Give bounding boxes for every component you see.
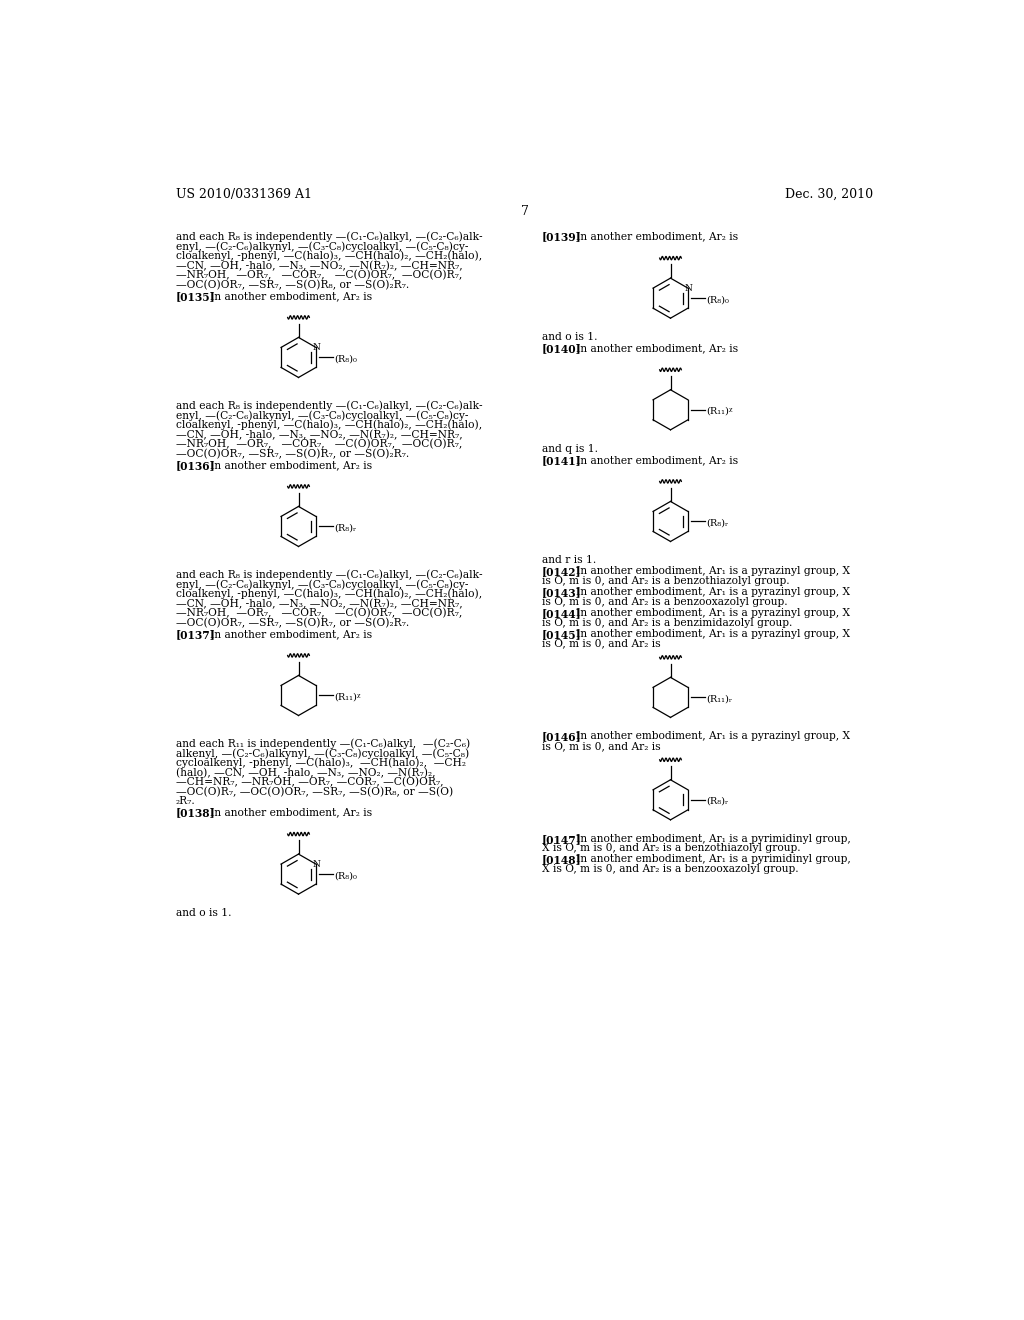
Text: In another embodiment, Ar₂ is: In another embodiment, Ar₂ is <box>210 290 373 301</box>
Text: and q is 1.: and q is 1. <box>542 444 598 454</box>
Text: and each R₈ is independently —(C₁-C₆)alkyl, —(C₂-C₆)alk-: and each R₈ is independently —(C₁-C₆)alk… <box>176 570 482 581</box>
Text: and each R₈ is independently —(C₁-C₆)alkyl, —(C₂-C₆)alk-: and each R₈ is independently —(C₁-C₆)alk… <box>176 400 482 411</box>
Text: In another embodiment, Ar₂ is: In another embodiment, Ar₂ is <box>210 808 373 817</box>
Text: In another embodiment, Ar₂ is: In another embodiment, Ar₂ is <box>575 455 738 465</box>
Text: —CH=NR₇, —NR₇OH, —OR₇, —COR₇, —C(O)OR₇,: —CH=NR₇, —NR₇OH, —OR₇, —COR₇, —C(O)OR₇, <box>176 777 443 788</box>
Text: [0140]: [0140] <box>542 343 582 354</box>
Text: 7: 7 <box>521 205 528 218</box>
Text: cloalkenyl, -phenyl, —C(halo)₃, —CH(halo)₂, —CH₂(halo),: cloalkenyl, -phenyl, —C(halo)₃, —CH(halo… <box>176 420 482 430</box>
Text: cycloalkenyl, -phenyl, —C(halo)₃,  —CH(halo)₂,  —CH₂: cycloalkenyl, -phenyl, —C(halo)₃, —CH(ha… <box>176 758 466 768</box>
Text: [0136]: [0136] <box>176 459 216 471</box>
Text: (R₈)ᵣ: (R₈)ᵣ <box>334 524 356 532</box>
Text: [0139]: [0139] <box>542 231 582 243</box>
Text: [0144]: [0144] <box>542 609 582 619</box>
Text: In another embodiment, Ar₁ is a pyrazinyl group, X: In another embodiment, Ar₁ is a pyraziny… <box>575 587 850 597</box>
Text: —NR₇OH,  —OR₇,   —COR₇,   —C(O)OR₇,  —OC(O)R₇,: —NR₇OH, —OR₇, —COR₇, —C(O)OR₇, —OC(O)R₇, <box>176 440 462 449</box>
Text: [0146]: [0146] <box>542 731 582 742</box>
Text: [0145]: [0145] <box>542 628 582 640</box>
Text: [0141]: [0141] <box>542 455 582 466</box>
Text: —OC(O)OR₇, —SR₇, —S(O)R₇, or —S(O)₂R₇.: —OC(O)OR₇, —SR₇, —S(O)R₇, or —S(O)₂R₇. <box>176 449 410 459</box>
Text: cloalkenyl, -phenyl, —C(halo)₃, —CH(halo)₂, —CH₂(halo),: cloalkenyl, -phenyl, —C(halo)₃, —CH(halo… <box>176 589 482 599</box>
Text: —NR₇OH,  —OR₇,   —COR₇,   —C(O)OR₇,  —OC(O)R₇,: —NR₇OH, —OR₇, —COR₇, —C(O)OR₇, —OC(O)R₇, <box>176 271 462 280</box>
Text: In another embodiment, Ar₂ is: In another embodiment, Ar₂ is <box>575 343 738 354</box>
Text: is O, m is 0, and Ar₂ is: is O, m is 0, and Ar₂ is <box>542 639 660 648</box>
Text: (R₁₁)ᵣ: (R₁₁)ᵣ <box>707 694 732 704</box>
Text: enyl, —(C₂-C₆)alkynyl, —(C₃-C₈)cycloalkyl, —(C₅-C₈)cy-: enyl, —(C₂-C₆)alkynyl, —(C₃-C₈)cycloalky… <box>176 579 469 590</box>
Text: alkenyl, —(C₂-C₆)alkynyl, —(C₃-C₈)cycloalkyl, —(C₅-C₈): alkenyl, —(C₂-C₆)alkynyl, —(C₃-C₈)cycloa… <box>176 748 469 759</box>
Text: [0137]: [0137] <box>176 628 216 640</box>
Text: N: N <box>684 284 692 293</box>
Text: —CN, —OH, -halo, —N₃, —NO₂, —N(R₇)₂, —CH=NR₇,: —CN, —OH, -halo, —N₃, —NO₂, —N(R₇)₂, —CH… <box>176 429 463 440</box>
Text: In another embodiment, Ar₁ is a pyrimidinyl group,: In another embodiment, Ar₁ is a pyrimidi… <box>575 834 851 843</box>
Text: is O, m is 0, and Ar₂ is a benzothiazolyl group.: is O, m is 0, and Ar₂ is a benzothiazoly… <box>542 576 790 586</box>
Text: and o is 1.: and o is 1. <box>176 908 231 917</box>
Text: In another embodiment, Ar₁ is a pyrazinyl group, X: In another embodiment, Ar₁ is a pyraziny… <box>575 628 850 639</box>
Text: (R₁₁)ᵡ: (R₁₁)ᵡ <box>334 693 360 701</box>
Text: is O, m is 0, and Ar₂ is: is O, m is 0, and Ar₂ is <box>542 741 660 751</box>
Text: —OC(O)OR₇, —SR₇, —S(O)R₈, or —S(O)₂R₇.: —OC(O)OR₇, —SR₇, —S(O)R₈, or —S(O)₂R₇. <box>176 280 410 290</box>
Text: [0147]: [0147] <box>542 834 582 845</box>
Text: [0142]: [0142] <box>542 566 582 578</box>
Text: X is O, m is 0, and Ar₂ is a benzothiazolyl group.: X is O, m is 0, and Ar₂ is a benzothiazo… <box>542 843 801 853</box>
Text: —OC(O)OR₇, —SR₇, —S(O)R₇, or —S(O)₂R₇.: —OC(O)OR₇, —SR₇, —S(O)R₇, or —S(O)₂R₇. <box>176 618 410 628</box>
Text: US 2010/0331369 A1: US 2010/0331369 A1 <box>176 187 312 201</box>
Text: (R₈)₀: (R₈)₀ <box>707 296 729 304</box>
Text: In another embodiment, Ar₁ is a pyrimidinyl group,: In another embodiment, Ar₁ is a pyrimidi… <box>575 854 851 865</box>
Text: In another embodiment, Ar₂ is: In another embodiment, Ar₂ is <box>210 628 373 639</box>
Text: [0135]: [0135] <box>176 290 216 302</box>
Text: In another embodiment, Ar₁ is a pyrazinyl group, X: In another embodiment, Ar₁ is a pyraziny… <box>575 731 850 742</box>
Text: (R₁₁)ᵡ: (R₁₁)ᵡ <box>707 407 733 416</box>
Text: cloalkenyl, -phenyl, —C(halo)₃, —CH(halo)₂, —CH₂(halo),: cloalkenyl, -phenyl, —C(halo)₃, —CH(halo… <box>176 251 482 261</box>
Text: and each R₁₁ is independently —(C₁-C₆)alkyl,  —(C₂-C₆): and each R₁₁ is independently —(C₁-C₆)al… <box>176 739 470 750</box>
Text: —CN, —OH, -halo, —N₃, —NO₂, —N(R₇)₂, —CH=NR₇,: —CN, —OH, -halo, —N₃, —NO₂, —N(R₇)₂, —CH… <box>176 260 463 271</box>
Text: In another embodiment, Ar₂ is: In another embodiment, Ar₂ is <box>210 459 373 470</box>
Text: In another embodiment, Ar₂ is: In another embodiment, Ar₂ is <box>575 231 738 242</box>
Text: —OC(O)R₇, —OC(O)OR₇, —SR₇, —S(O)R₈, or —S(O): —OC(O)R₇, —OC(O)OR₇, —SR₇, —S(O)R₈, or —… <box>176 787 454 797</box>
Text: N: N <box>312 859 319 869</box>
Text: [0148]: [0148] <box>542 854 582 866</box>
Text: and r is 1.: and r is 1. <box>542 556 596 565</box>
Text: enyl, —(C₂-C₆)alkynyl, —(C₃-C₈)cycloalkyl, —(C₅-C₈)cy-: enyl, —(C₂-C₆)alkynyl, —(C₃-C₈)cycloalky… <box>176 242 469 252</box>
Text: —CN, —OH, -halo, —N₃, —NO₂, —N(R₇)₂, —CH=NR₇,: —CN, —OH, -halo, —N₃, —NO₂, —N(R₇)₂, —CH… <box>176 598 463 609</box>
Text: In another embodiment, Ar₁ is a pyrazinyl group, X: In another embodiment, Ar₁ is a pyraziny… <box>575 566 850 577</box>
Text: [0138]: [0138] <box>176 808 216 818</box>
Text: (R₈)₀: (R₈)₀ <box>334 871 357 880</box>
Text: ₂R₇.: ₂R₇. <box>176 796 196 807</box>
Text: Dec. 30, 2010: Dec. 30, 2010 <box>785 187 873 201</box>
Text: In another embodiment, Ar₁ is a pyrazinyl group, X: In another embodiment, Ar₁ is a pyraziny… <box>575 609 850 618</box>
Text: [0143]: [0143] <box>542 587 582 598</box>
Text: (halo), —CN, —OH, -halo, —N₃, —NO₂, —N(R₇)₂,: (halo), —CN, —OH, -halo, —N₃, —NO₂, —N(R… <box>176 767 435 777</box>
Text: and o is 1.: and o is 1. <box>542 333 597 342</box>
Text: is O, m is 0, and Ar₂ is a benzimidazolyl group.: is O, m is 0, and Ar₂ is a benzimidazoly… <box>542 618 793 628</box>
Text: —NR₇OH,  —OR₇,   —COR₇,   —C(O)OR₇,  —OC(O)R₇,: —NR₇OH, —OR₇, —COR₇, —C(O)OR₇, —OC(O)R₇, <box>176 609 462 619</box>
Text: N: N <box>312 343 319 352</box>
Text: and each R₈ is independently —(C₁-C₆)alkyl, —(C₂-C₆)alk-: and each R₈ is independently —(C₁-C₆)alk… <box>176 231 482 242</box>
Text: (R₈)ᵣ: (R₈)ᵣ <box>707 519 728 528</box>
Text: X is O, m is 0, and Ar₂ is a benzooxazolyl group.: X is O, m is 0, and Ar₂ is a benzooxazol… <box>542 865 799 874</box>
Text: enyl, —(C₂-C₆)alkynyl, —(C₃-C₈)cycloalkyl, —(C₅-C₈)cy-: enyl, —(C₂-C₆)alkynyl, —(C₃-C₈)cycloalky… <box>176 411 469 421</box>
Text: (R₈)₀: (R₈)₀ <box>334 354 357 363</box>
Text: (R₈)ᵣ: (R₈)ᵣ <box>707 797 728 805</box>
Text: is O, m is 0, and Ar₂ is a benzooxazolyl group.: is O, m is 0, and Ar₂ is a benzooxazolyl… <box>542 597 787 607</box>
